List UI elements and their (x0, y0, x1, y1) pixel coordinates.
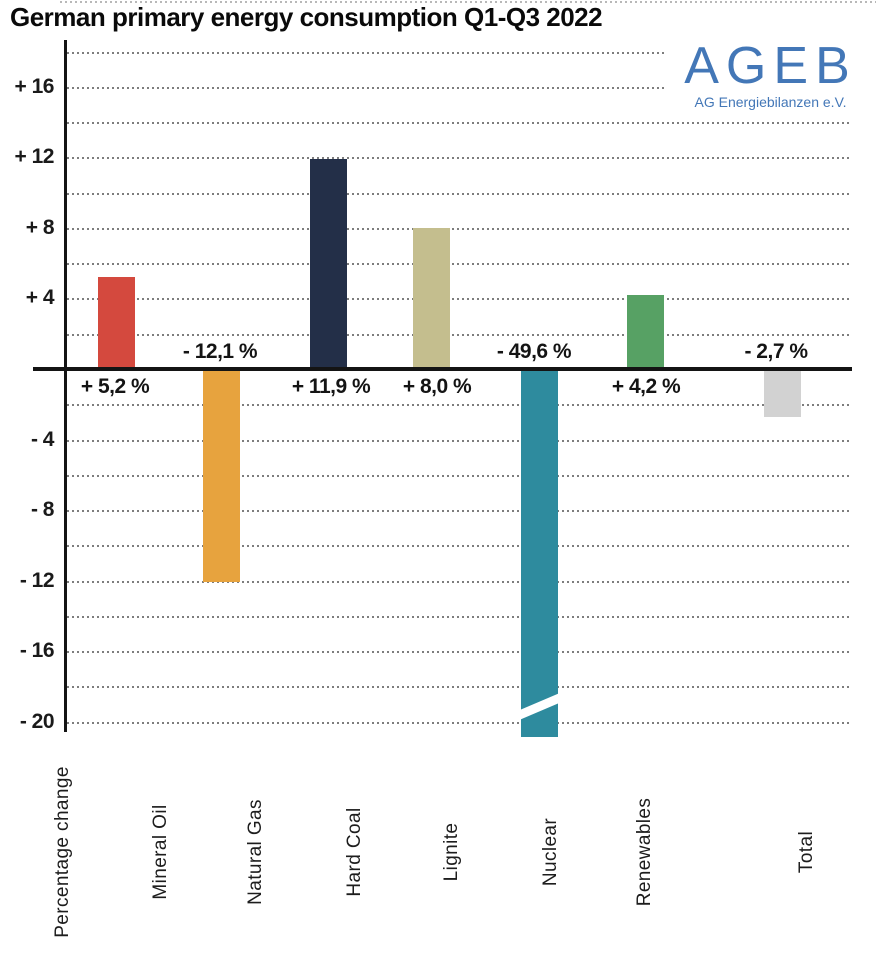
category-label-lignite: Lignite (441, 822, 462, 882)
logo-wordmark: AGEB (684, 37, 857, 95)
category-label-mineral-oil: Mineral Oil (150, 804, 171, 900)
zero-baseline (33, 367, 852, 371)
y-tick--12: - 12 (19, 569, 55, 592)
y-axis-line (64, 40, 67, 732)
value-label-total: - 2,7 % (744, 340, 808, 363)
y-tick--4: - 4 (30, 428, 55, 451)
gridline-8 (67, 228, 852, 230)
category-label-nuclear: Nuclear (540, 817, 561, 887)
bar-nuclear (521, 371, 558, 737)
gridline--6 (67, 475, 852, 477)
bar-mineral-oil (98, 277, 135, 369)
bar-hard-coal (310, 159, 347, 369)
y-tick--8: - 8 (30, 498, 55, 521)
gridline--8 (67, 510, 852, 512)
bar-natural-gas (203, 371, 240, 582)
gridline-6 (67, 263, 852, 265)
axis-break-slash (521, 692, 558, 721)
category-label-hard-coal: Hard Coal (344, 807, 365, 897)
bar-renewables (627, 295, 664, 369)
gridline-14 (67, 122, 852, 124)
y-tick-4: + 4 (25, 286, 55, 309)
y-tick-12: + 12 (14, 145, 55, 168)
gridline--16 (67, 651, 852, 653)
bar-total (764, 371, 801, 417)
value-label-hard-coal: + 11,9 % (291, 375, 371, 398)
chart-title: German primary energy consumption Q1-Q3 … (10, 2, 603, 32)
logo-subtitle: AG Energiebilanzen e.V. (694, 94, 847, 110)
gridline-18 (67, 52, 852, 54)
gridline-16 (67, 87, 852, 89)
value-label-lignite: + 8,0 % (402, 375, 472, 398)
value-label-nuclear: - 49,6 % (496, 340, 572, 363)
y-axis-caption: Percentage change (52, 766, 73, 938)
gridline-4 (67, 298, 852, 300)
gridline--12 (67, 581, 852, 583)
bar-lignite (413, 228, 450, 369)
ageb-logo: AGEB AG Energiebilanzen e.V. (665, 38, 876, 122)
gridline--4 (67, 440, 852, 442)
value-label-mineral-oil: + 5,2 % (80, 375, 150, 398)
gridline--14 (67, 616, 852, 618)
y-tick-8: + 8 (25, 216, 55, 239)
y-tick--16: - 16 (19, 639, 55, 662)
category-label-natural-gas: Natural Gas (245, 799, 266, 905)
gridline-2 (67, 334, 852, 336)
value-label-renewables: + 4,2 % (611, 375, 681, 398)
gridline-10 (67, 193, 852, 195)
gridline-12 (67, 157, 852, 159)
gridline--2 (67, 404, 852, 406)
gridline-top-cropped (60, 1, 876, 3)
y-tick-16: + 16 (14, 75, 55, 98)
gridline--10 (67, 545, 852, 547)
gridline--18 (67, 686, 852, 688)
value-label-natural-gas: - 12,1 % (182, 340, 258, 363)
category-label-renewables: Renewables (634, 797, 655, 907)
gridline--20 (67, 722, 852, 724)
y-tick--20: - 20 (19, 710, 55, 733)
category-label-total: Total (796, 830, 817, 874)
